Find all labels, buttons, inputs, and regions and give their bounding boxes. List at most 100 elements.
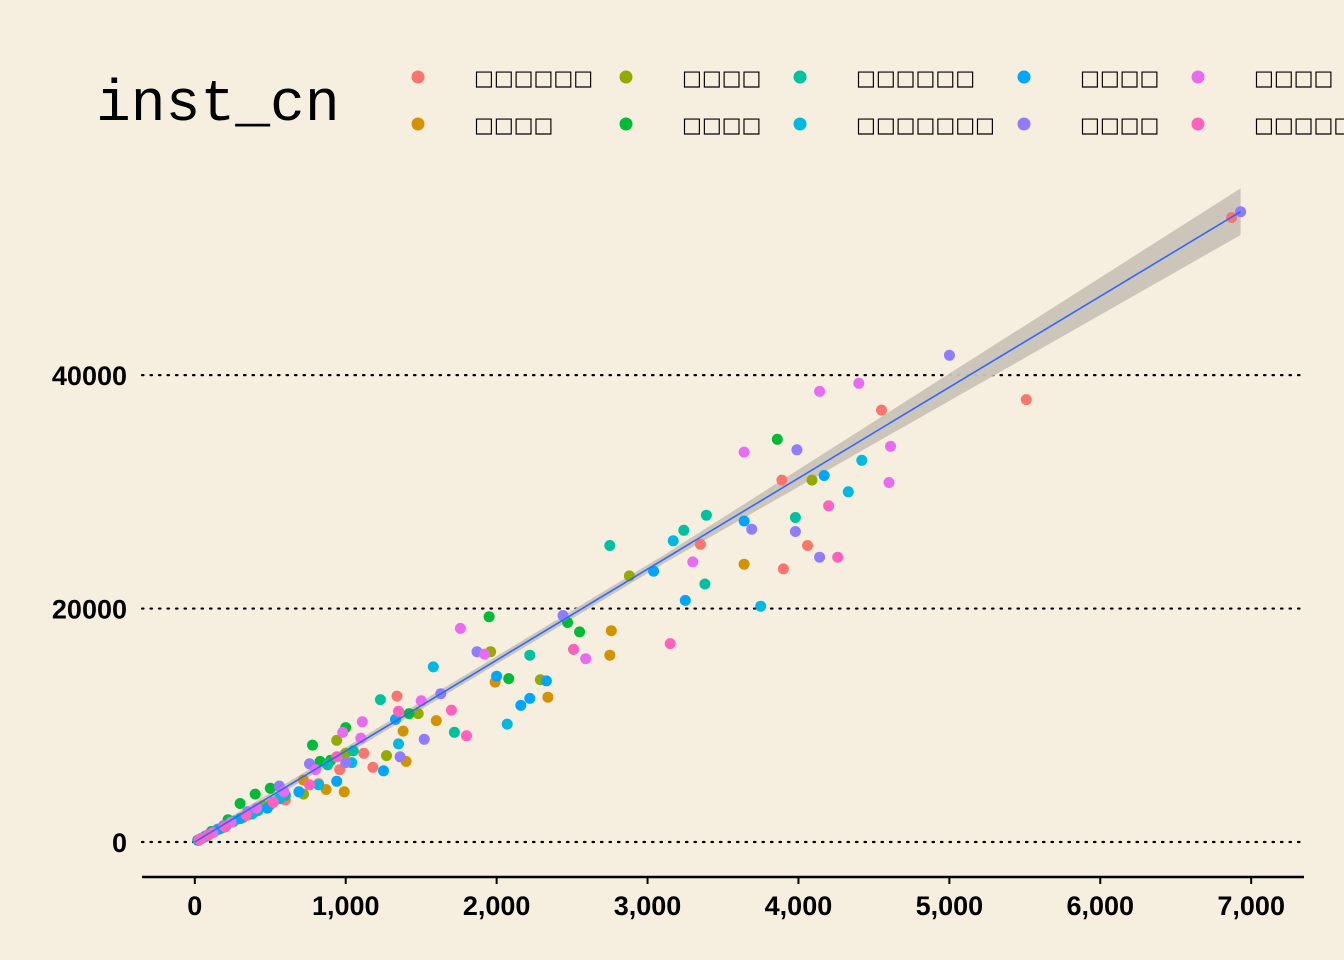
data-point: [337, 726, 349, 738]
axes: 0 20000 40000 0 1,000 2,000 3,000 4,000 5,000 6,0…: [52, 361, 1304, 921]
data-point: [479, 648, 491, 660]
data-point: [1020, 394, 1032, 406]
data-point: [885, 440, 896, 452]
data-point: [264, 782, 276, 794]
data-point: [574, 626, 586, 638]
x-tick-label: 1,000: [312, 891, 380, 921]
data-point: [427, 661, 439, 673]
data-point: [234, 798, 246, 809]
data-point: [394, 751, 406, 763]
series-6: [194, 454, 868, 845]
trend-line-path: [194, 211, 1242, 843]
data-point: [378, 765, 389, 777]
data-point: [391, 690, 403, 702]
y-tick-label: 0: [112, 828, 127, 858]
data-point: [943, 349, 955, 361]
legend-title: inst_cn: [96, 73, 340, 138]
data-point: [789, 526, 801, 537]
data-point: [393, 705, 404, 717]
data-point: [322, 759, 334, 771]
data-point: [374, 694, 386, 706]
data-point: [568, 643, 580, 655]
legend-key-9: [1191, 70, 1205, 84]
data-point: [503, 673, 515, 685]
legend-label-3: □□□□: [682, 66, 761, 90]
data-point: [814, 385, 826, 397]
data-point: [791, 444, 803, 456]
data-point: [832, 551, 844, 563]
legend-key-2: [411, 117, 425, 131]
data-point: [338, 786, 350, 798]
data-point: [776, 474, 788, 486]
legend-label-5: □□□□□□: [856, 66, 975, 90]
data-point: [267, 796, 279, 808]
data-point: [542, 691, 554, 703]
data-point: [604, 649, 616, 661]
data-point: [331, 775, 343, 787]
data-point: [771, 433, 783, 445]
data-point: [540, 675, 552, 687]
legend-label-2: □□□□: [474, 113, 553, 137]
data-point: [605, 625, 617, 637]
x-tick-label: 4,000: [765, 891, 833, 921]
legend-key-4: [619, 117, 633, 131]
data-point: [818, 470, 830, 481]
data-point: [367, 761, 379, 773]
legend-label-7: □□□□: [1080, 66, 1159, 90]
x-tick-label: 6,000: [1066, 891, 1134, 921]
legend-label-9: □□□□: [1254, 66, 1333, 90]
data-point: [418, 733, 430, 745]
data-point: [806, 474, 818, 486]
data-point: [687, 556, 699, 568]
x-tick-label: 2,000: [463, 891, 531, 921]
data-point: [700, 509, 712, 521]
data-point: [883, 477, 895, 488]
trend-confidence-band: [194, 188, 1241, 846]
trend-line: [194, 211, 1242, 843]
data-point: [777, 563, 789, 575]
data-point: [393, 738, 404, 750]
legend-key-10: [1191, 117, 1205, 131]
data-point: [876, 404, 887, 416]
data-point: [249, 788, 261, 800]
data-point: [340, 757, 352, 769]
grid: [140, 373, 1306, 844]
x-tick-label: 0: [187, 891, 202, 921]
data-point: [445, 704, 457, 716]
data-point: [524, 649, 536, 661]
data-point: [356, 716, 368, 728]
data-point: [842, 486, 854, 498]
data-point: [604, 540, 616, 551]
data-point: [814, 551, 826, 563]
legend-label-4: □□□□: [682, 113, 761, 137]
data-point: [853, 377, 865, 389]
data-point: [856, 454, 868, 466]
data-point: [802, 540, 813, 551]
data-point: [746, 523, 758, 535]
data-point: [430, 715, 442, 727]
data-point: [738, 558, 750, 570]
data-point: [304, 779, 315, 791]
legend: inst_cn □□□□□□□□□□□□□□□□□□□□□□□□□□□□□□□□…: [96, 66, 1344, 138]
legend-label-1: □□□□□□: [474, 66, 593, 90]
data-point: [491, 670, 503, 682]
series-10: [193, 500, 844, 846]
data-point: [515, 699, 527, 711]
data-point: [397, 725, 409, 737]
legend-key-5: [793, 70, 807, 84]
data-point: [454, 622, 466, 634]
data-point: [313, 779, 325, 791]
data-point: [358, 747, 370, 759]
data-point: [580, 653, 592, 665]
x-tick-label: 5,000: [916, 891, 984, 921]
data-point: [381, 750, 392, 762]
data-point: [694, 538, 706, 550]
data-point: [738, 446, 750, 458]
legend-label-6: □□□□□□□: [856, 113, 995, 137]
data-point: [648, 565, 660, 577]
trend-band: [194, 188, 1241, 846]
x-tick-label: 7,000: [1217, 891, 1285, 921]
legend-label-10: □□□□□□: [1254, 113, 1344, 137]
y-tick-label: 20000: [52, 595, 127, 625]
